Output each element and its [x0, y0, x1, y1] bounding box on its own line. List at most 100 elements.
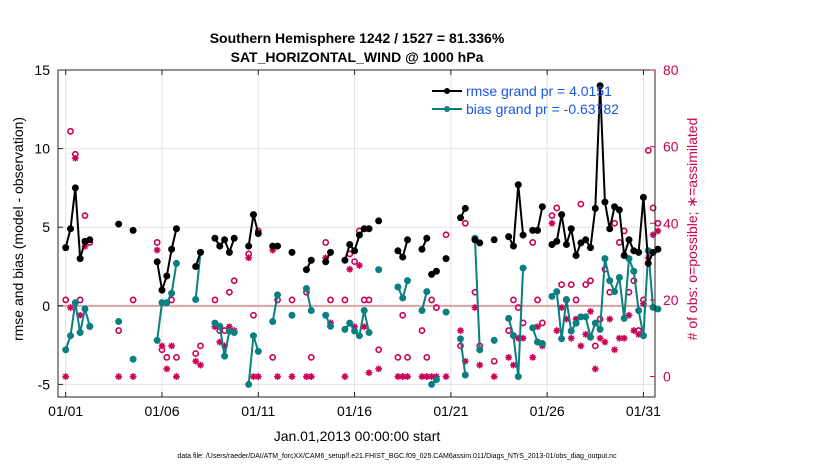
rmse-point-0-1 — [67, 225, 75, 233]
obs-possible-marker-12 — [173, 354, 180, 361]
obs-possible-marker-62 — [572, 296, 580, 304]
bias-point-10-1 — [327, 322, 335, 330]
bias-point-22-12 — [606, 277, 614, 285]
obs-assimilated-marker-67 — [596, 334, 604, 342]
obs-assimilated-marker-37 — [394, 373, 402, 380]
obs-possible-marker-65 — [587, 277, 594, 285]
rmse-point-10-1 — [327, 248, 335, 256]
obs-possible-marker-10 — [163, 354, 171, 361]
obs-possible-marker-32 — [351, 258, 358, 266]
rmse-point-11-5 — [365, 225, 373, 233]
obs-assimilated-marker-70 — [611, 346, 618, 354]
rmse-point-10-0 — [322, 258, 330, 266]
rmse-point-15-1 — [432, 267, 440, 275]
obs-possible-marker-55 — [534, 296, 541, 304]
bias-point-3-4 — [172, 259, 180, 267]
rmse-point-5-1 — [216, 242, 224, 250]
rmse-point-18-0 — [471, 236, 479, 244]
obs-assimilated-marker-21 — [250, 373, 257, 380]
obs-possible-marker-51 — [510, 296, 517, 304]
obs-assimilated-marker-39 — [404, 373, 411, 380]
obs-assimilated-marker-62 — [572, 315, 580, 323]
obs-assimilated-marker-28 — [322, 254, 330, 262]
rmse-point-22-13 — [611, 203, 619, 211]
obs-possible-marker-23 — [269, 354, 277, 361]
y2-axis-label: # of obs: o=possible; ∗=assimilated — [684, 118, 700, 341]
rmse-point-4-1 — [197, 248, 205, 256]
obs-possible-marker-58 — [553, 204, 561, 212]
bias-point-0-0 — [62, 346, 70, 354]
obs-assimilated-marker-13 — [192, 357, 200, 365]
rmse-point-22-16 — [625, 236, 633, 244]
obs-possible-marker-19 — [230, 277, 238, 285]
obs-assimilated-marker-11 — [168, 342, 176, 350]
rmse-point-22-9 — [591, 204, 599, 212]
rmse-point-0-5 — [86, 236, 94, 244]
obs-assimilated-marker-27 — [307, 373, 315, 380]
obs-possible-marker-38 — [399, 311, 407, 319]
obs-possible-marker-59 — [558, 281, 565, 288]
bias-point-16-0 — [442, 308, 450, 316]
bias-point-11-4 — [360, 307, 368, 315]
rmse-point-22-18 — [635, 248, 643, 256]
bias-point-17-1 — [461, 371, 469, 379]
bias-point-22-8 — [586, 333, 594, 341]
obs-assimilated-marker-15 — [211, 323, 219, 331]
obs-assimilated-marker-55 — [534, 323, 541, 331]
obs-possible-marker-41 — [423, 354, 431, 361]
rmse-point-20-2 — [514, 181, 522, 189]
obs-possible-marker-42 — [428, 296, 436, 304]
obs-assimilated-marker-1 — [67, 304, 74, 311]
obs-assimilated-marker-53 — [519, 334, 527, 342]
rmse-point-22-11 — [601, 198, 609, 206]
obs-assimilated-marker-9 — [158, 342, 166, 350]
bias-point-0-1 — [67, 332, 75, 340]
obs-assimilated-marker-46 — [461, 357, 469, 365]
bias-point-11-3 — [355, 332, 363, 340]
bias-line-segment-9 — [305, 288, 313, 311]
obs-assimilated-marker-52 — [514, 334, 522, 342]
bias-line-segment-17 — [459, 338, 467, 376]
x-tick-label-6: 01/31 — [626, 403, 661, 419]
obs-possible-marker-7 — [129, 296, 137, 304]
obs-assimilated-marker-72 — [620, 334, 628, 342]
bias-point-22-14 — [615, 274, 623, 282]
rmse-point-0-2 — [71, 184, 79, 192]
obs-possible-marker-37 — [394, 354, 402, 361]
y2-tick-label-0: 0 — [663, 369, 671, 385]
obs-assimilated-marker-26 — [303, 373, 310, 380]
rmse-point-21-1 — [534, 226, 542, 234]
bias-point-2-0 — [129, 355, 137, 363]
bias-point-4-0 — [192, 296, 200, 304]
bias-point-3-0 — [153, 336, 161, 344]
rmse-point-18-1 — [476, 239, 484, 247]
obs-possible-marker-36 — [375, 346, 383, 354]
rmse-point-0-3 — [76, 255, 84, 263]
obs-assimilated-marker-33 — [355, 262, 363, 269]
obs-assimilated-marker-76 — [640, 300, 647, 308]
rmse-point-3-4 — [172, 225, 180, 233]
bias-point-6-0 — [245, 380, 253, 388]
rmse-point-22-6 — [577, 239, 585, 247]
bias-point-22-1 — [553, 288, 561, 296]
rmse-point-22-12 — [606, 225, 614, 233]
obs-assimilated-marker-31 — [346, 265, 354, 273]
obs-assimilated-marker-2 — [71, 154, 79, 162]
obs-assimilated-marker-23 — [269, 246, 277, 254]
y2-tick-label-1: 20 — [663, 292, 679, 308]
obs-possible-marker-15 — [211, 296, 219, 304]
x-axis-label: Jan.01,2013 00:00:00 start — [274, 428, 441, 444]
rmse-point-20-1 — [509, 242, 517, 250]
bias-point-10-0 — [322, 311, 330, 319]
obs-assimilated-marker-50 — [505, 354, 513, 361]
obs-assimilated-marker-60 — [563, 315, 570, 323]
bias-point-22-3 — [562, 296, 570, 304]
obs-assimilated-marker-58 — [553, 327, 561, 334]
bias-point-5-2 — [221, 352, 229, 360]
rmse-point-11-3 — [355, 231, 363, 239]
bias-point-18-1 — [476, 346, 484, 354]
obs-assimilated-marker-74 — [630, 327, 638, 334]
y-tick-label-0: -5 — [38, 376, 51, 392]
y-axis-label: rmse and bias (model - observation) — [10, 117, 26, 341]
series-lines — [62, 82, 662, 388]
